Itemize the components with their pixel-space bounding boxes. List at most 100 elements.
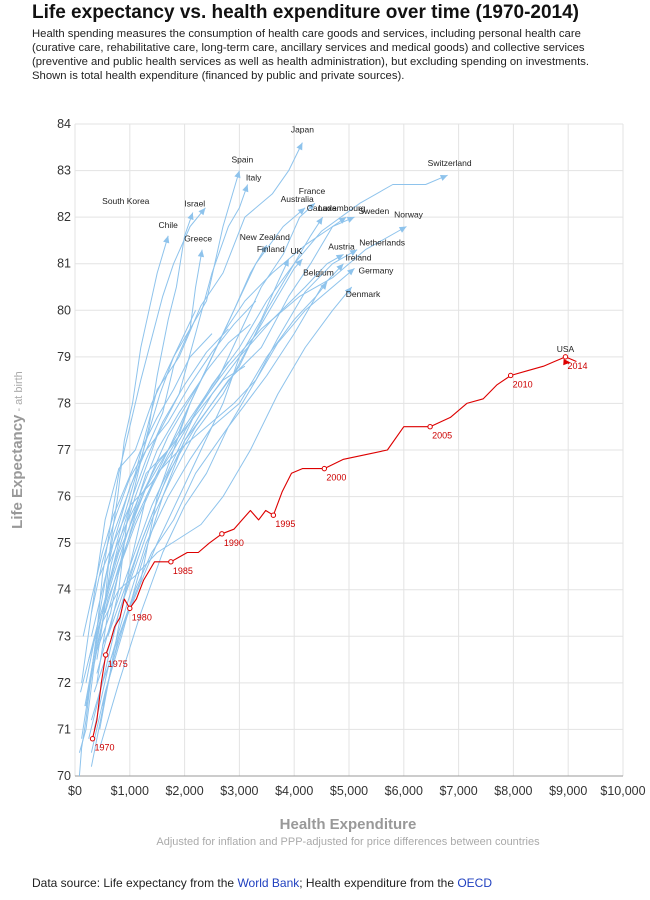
series-end-arrow: [295, 259, 303, 267]
source-prefix: Data source: Life expectancy from the: [32, 876, 238, 890]
series-end-arrow: [346, 216, 355, 223]
series-line-country-28: [81, 361, 229, 739]
y-tick-label: 77: [57, 443, 71, 457]
series-line-south-korea: [78, 207, 206, 777]
y-tick-label: 70: [57, 769, 71, 783]
y-tick-label: 83: [57, 164, 71, 178]
x-tick-label: $2,000: [165, 784, 203, 798]
x-axis-label: Health Expenditure: [280, 816, 417, 833]
series-layer: [78, 142, 448, 777]
series-line-finland: [90, 258, 290, 767]
usa-year-label: 1980: [132, 612, 152, 622]
usa-year-marker: [562, 354, 569, 360]
series-end-arrow: [439, 175, 448, 181]
series-end-arrow: [336, 263, 344, 272]
series-label: Spain: [232, 155, 254, 165]
series-label: Australia: [281, 194, 314, 204]
axes: 70 71 72 73 74 75 76 77 78 79 80 81 82 83 84 $0 $1,000 $2…: [57, 117, 646, 798]
usa-end-arrow: [563, 358, 571, 366]
series-end-arrow: [296, 142, 303, 151]
usa-year-marker: [127, 605, 133, 612]
series-end-arrow: [335, 254, 344, 261]
series-label: Austria: [328, 241, 355, 251]
series-line-country-30: [96, 323, 251, 683]
series-label: South Korea: [102, 196, 150, 206]
series-end-arrow: [320, 282, 328, 290]
usa-year-marker: [168, 559, 174, 565]
series-label: New Zealand: [240, 232, 290, 242]
series-end-arrow: [260, 245, 267, 253]
usa-year-marker: [219, 531, 225, 537]
series-label: UK: [291, 246, 303, 256]
usa-series: USA 1970 1975 1980 1985 1990 1995 2000 2005 2010 2…: [89, 344, 587, 753]
usa-year-label: 1995: [275, 519, 295, 529]
y-axis-label-sep: -: [13, 405, 25, 415]
series-label: Ireland: [346, 253, 372, 263]
y-tick-label: 80: [57, 303, 71, 317]
usa-year-label: 1990: [224, 538, 244, 548]
y-axis-label: Life Expectancy - at birth: [9, 371, 26, 529]
series-label: Chile: [158, 220, 178, 230]
oecd-link[interactable]: OECD: [457, 876, 493, 890]
usa-year-label: 1975: [108, 659, 128, 669]
y-tick-label: 73: [57, 629, 71, 643]
series-line-germany: [99, 268, 355, 749]
series-line-norway: [99, 226, 407, 576]
series-line-ireland: [90, 263, 344, 721]
series-line-country-24: [80, 403, 191, 693]
usa-year-label: 1970: [95, 743, 115, 753]
series-line-spain: [81, 170, 240, 683]
y-axis-label-main: Life Expectancy: [9, 414, 26, 529]
world-bank-link[interactable]: World Bank: [237, 876, 300, 890]
y-tick-label: 71: [57, 722, 71, 736]
series-line-country-27: [90, 300, 257, 614]
series-line-usa: [91, 356, 577, 739]
series-label: Netherlands: [359, 238, 405, 248]
usa-year-marker: [427, 424, 433, 430]
series-end-arrow: [197, 249, 205, 258]
series-end-arrow: [187, 212, 194, 221]
series-line-netherlands: [104, 249, 358, 614]
series-end-arrow: [307, 203, 316, 211]
usa-year-marker: [270, 512, 277, 518]
series-line-country-25: [82, 333, 213, 637]
series-line-belgium: [93, 281, 328, 730]
x-tick-label: $1,000: [111, 784, 149, 798]
series-end-arrow: [347, 268, 355, 276]
usa-year-marker: [507, 372, 514, 379]
series-label: Japan: [291, 125, 314, 135]
series-end-arrow: [282, 259, 289, 267]
y-axis-label-note: at birth: [13, 371, 25, 405]
grid-lines: [74, 123, 624, 777]
series-label: Sweden: [358, 206, 389, 216]
series-label: France: [299, 186, 326, 196]
x-tick-label: $8,000: [494, 784, 532, 798]
series-end-arrow: [344, 287, 352, 295]
series-end-arrow: [198, 207, 206, 216]
series-line-country-29: [84, 328, 229, 707]
x-tick-label: $4,000: [275, 784, 313, 798]
usa-year-label: 2010: [513, 379, 533, 389]
usa-year-label: 2000: [326, 473, 346, 483]
usa-year-label: 2005: [432, 431, 452, 441]
series-end-arrow: [349, 249, 358, 256]
series-end-arrow: [297, 207, 306, 215]
series-line-australia: [99, 207, 306, 730]
series-line-country-23: [78, 310, 197, 753]
usa-year-marker: [321, 465, 328, 472]
usa-year-label: 2014: [567, 361, 587, 371]
chart-subtitle: Health spending measures the consumption…: [32, 28, 589, 82]
series-line-uk: [93, 258, 303, 693]
x-tick-label: $0: [68, 784, 82, 798]
series-end-arrow: [242, 184, 249, 193]
x-tick-label: $3,000: [220, 784, 258, 798]
series-end-arrow: [234, 170, 241, 179]
series-label: Germany: [358, 265, 394, 275]
usa-year-marker: [102, 652, 109, 658]
usa-year-marker: [89, 736, 96, 742]
data-source: Data source: Life expectancy from the Wo…: [32, 876, 492, 890]
series-label: Italy: [246, 173, 262, 183]
series-end-arrow: [316, 217, 323, 225]
series-line-chile: [96, 235, 169, 660]
y-tick-label: 81: [57, 257, 71, 271]
